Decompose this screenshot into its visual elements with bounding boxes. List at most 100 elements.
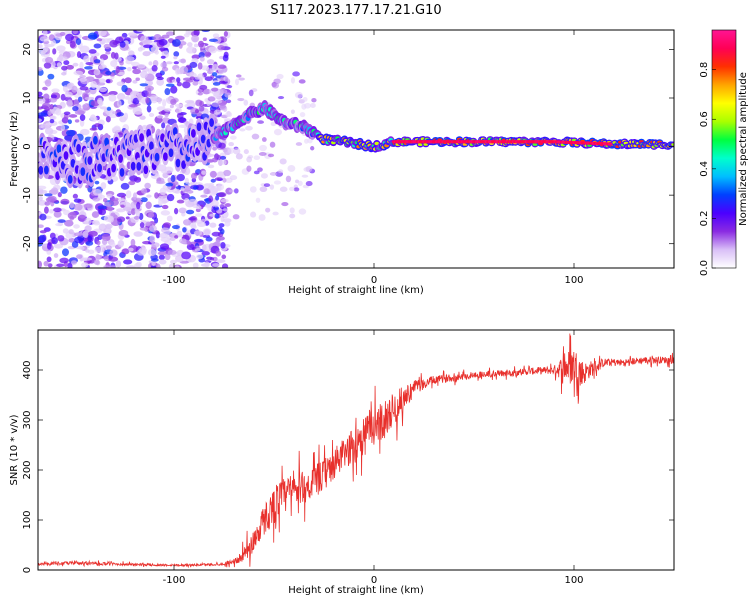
spectrogram-noise-cell bbox=[176, 173, 185, 182]
spectrogram-noise-cell bbox=[99, 87, 108, 93]
spectrogram-noise-cell bbox=[56, 62, 62, 68]
spectrogram-noise-cell bbox=[139, 83, 149, 87]
spectrogram-noise-cell bbox=[44, 193, 53, 197]
spectrogram-noise-cell bbox=[123, 259, 133, 265]
spectrogram-noise-cell bbox=[148, 112, 155, 118]
spectrogram-noise-cell bbox=[91, 220, 97, 225]
spectrogram-noise-cell bbox=[166, 193, 175, 202]
spectrogram-x-tick-label: -100 bbox=[163, 275, 186, 286]
spectrogram-noise-cell bbox=[165, 31, 175, 36]
spectrogram-noise-cell bbox=[43, 260, 49, 267]
spectrogram-noise-cell bbox=[38, 91, 43, 96]
spectrogram-noise-cell bbox=[162, 230, 171, 235]
spectrogram-noise-cell bbox=[83, 217, 92, 225]
spectrogram-noise-cell bbox=[202, 88, 211, 95]
spectrogram-ridge-cell bbox=[163, 152, 168, 162]
spectrogram-noise-cell bbox=[156, 76, 164, 81]
spectrogram-noise-cell bbox=[124, 95, 131, 100]
snr-y-tick-label: 100 bbox=[22, 510, 33, 529]
spectrogram-noise-cell bbox=[210, 257, 215, 261]
spectrogram-noise-cell bbox=[290, 109, 295, 115]
spectrogram-noise-cell bbox=[191, 221, 197, 228]
spectrogram-noise-cell bbox=[220, 198, 229, 203]
spectrogram-ridge-cell bbox=[143, 165, 149, 175]
spectrogram-noise-cell bbox=[139, 115, 146, 120]
spectrogram-noise-cell bbox=[178, 238, 187, 244]
spectrogram-noise-cell bbox=[156, 106, 166, 111]
spectrogram-ridge-cell bbox=[168, 148, 174, 158]
spectrogram-noise-cell bbox=[269, 141, 276, 148]
snr-x-ticks: -100 0 100 bbox=[163, 330, 584, 586]
spectrogram-x-tick-label: 0 bbox=[371, 275, 377, 286]
spectrogram-noise-cell bbox=[255, 197, 261, 203]
spectrogram-noise-cell bbox=[163, 108, 172, 112]
spectrogram-noise-cell bbox=[196, 254, 204, 260]
snr-y-tick-label: 0 bbox=[22, 567, 33, 573]
spectrogram-noise-cell bbox=[140, 70, 148, 79]
spectrogram-noise-cell bbox=[173, 51, 180, 57]
spectrogram-noise-cell bbox=[193, 43, 199, 48]
spectrogram-noise-cell bbox=[96, 240, 101, 246]
spectrogram-noise-cell bbox=[68, 114, 78, 118]
spectrogram-noise-cell bbox=[176, 77, 181, 83]
colorbar-tick-label: 0.8 bbox=[699, 62, 710, 78]
spectrogram-noise-cell bbox=[212, 72, 218, 77]
spectrogram-noise-cell bbox=[93, 259, 100, 265]
spectrogram-noise-cell bbox=[199, 100, 205, 107]
spectrogram-noise-cell bbox=[46, 256, 52, 263]
spectrogram-noise-cell bbox=[250, 211, 257, 218]
snr-y-tick-label: 300 bbox=[22, 410, 33, 429]
spectrogram-noise-cell bbox=[38, 195, 43, 202]
spectrogram-noise-cell bbox=[130, 238, 136, 247]
spectrogram-noise-cell bbox=[44, 44, 49, 53]
spectrogram-noise-cell bbox=[269, 184, 275, 190]
spectrogram-noise-cell bbox=[249, 186, 257, 193]
spectrogram-noise-cell bbox=[137, 63, 146, 69]
spectrogram-noise-cell bbox=[119, 41, 126, 48]
colorbar-tick-label: 0.4 bbox=[699, 161, 710, 177]
spectrogram-noise-cell bbox=[101, 38, 111, 43]
spectrogram-noise-cell bbox=[213, 109, 222, 116]
spectrogram-noise-cell bbox=[39, 213, 47, 221]
spectrogram-noise-cell bbox=[81, 262, 89, 268]
spectrogram-noise-cell bbox=[38, 188, 44, 195]
spectrogram-noise-cell bbox=[233, 188, 239, 194]
spectrogram-noise-cell bbox=[228, 141, 235, 147]
spectrogram-noise-cell bbox=[71, 85, 78, 93]
spectrogram-noise-cell bbox=[125, 265, 136, 268]
spectrogram-noise-cell bbox=[204, 51, 212, 58]
spectrogram-noise-cell bbox=[208, 195, 214, 203]
spectrogram-noise-cell bbox=[154, 192, 159, 199]
spectrogram-noise-cell bbox=[193, 185, 198, 190]
spectrogram-noise-cell bbox=[44, 127, 54, 135]
spectrogram-noise-cell bbox=[65, 64, 74, 70]
spectrogram-noise-cell bbox=[192, 203, 201, 209]
spectrogram-noise-cell bbox=[198, 105, 205, 112]
spectrogram-noise-cell bbox=[265, 207, 271, 213]
spectrogram-noise-cell bbox=[181, 251, 191, 260]
spectrogram-ridge-cell bbox=[671, 143, 674, 146]
spectrogram-x-ticks: -100 0 100 bbox=[163, 30, 584, 286]
spectrogram-noise-cell bbox=[246, 165, 252, 172]
spectrogram-noise-cell bbox=[117, 208, 124, 213]
spectrogram-noise-cell bbox=[109, 39, 119, 48]
spectrogram-noise-cell bbox=[199, 56, 205, 62]
spectrogram-noise-cell bbox=[197, 73, 205, 81]
spectrogram-noise-cell bbox=[287, 164, 296, 172]
spectrogram-noise-cell bbox=[145, 201, 152, 210]
spectrogram-noise-cell bbox=[221, 159, 227, 165]
spectrogram-noise-cell bbox=[224, 220, 231, 227]
spectrogram-noise-cell bbox=[38, 67, 43, 72]
spectrogram-noise-cell bbox=[79, 119, 85, 127]
spectrogram-noise-cell bbox=[197, 62, 203, 70]
spectrogram-noise-cell bbox=[223, 76, 229, 82]
spectrogram-ridge-cell bbox=[130, 161, 136, 171]
spectrogram-noise-cell bbox=[238, 77, 245, 81]
spectrogram-noise-cell bbox=[64, 91, 73, 98]
spectrogram-ridge-cell bbox=[119, 167, 125, 177]
spectrogram-noise-cell bbox=[115, 260, 122, 268]
spectrogram-noise-cell bbox=[82, 257, 93, 261]
spectrogram-noise-cell bbox=[47, 110, 52, 116]
spectrogram-noise-cell bbox=[93, 43, 102, 49]
spectrogram-ridge-cell bbox=[118, 154, 123, 163]
